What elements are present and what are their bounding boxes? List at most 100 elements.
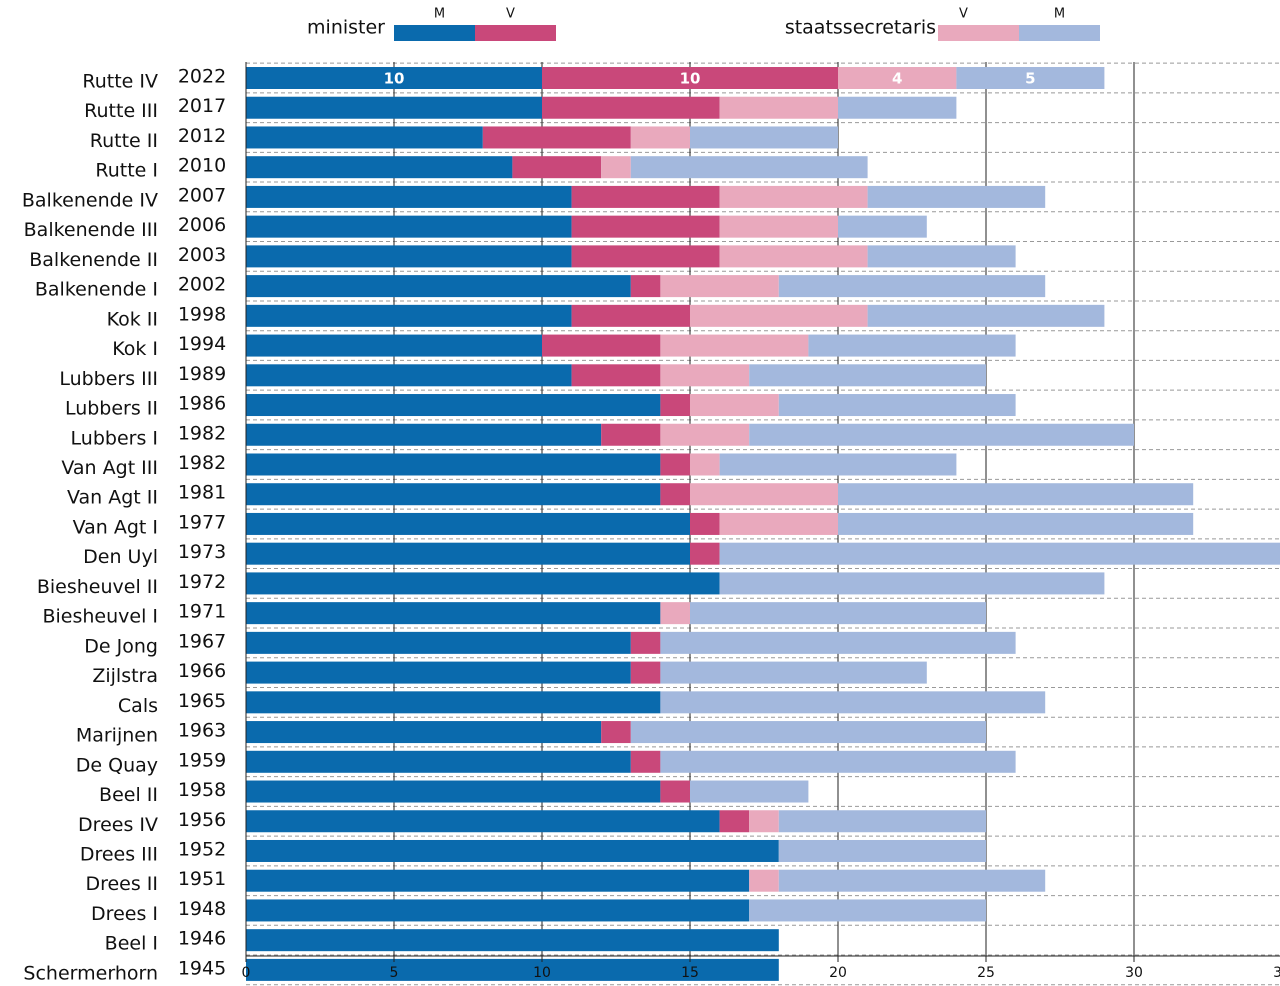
x-tick-label: 20 [829,965,847,981]
year-label: 1998 [178,303,226,325]
bar-segment [720,245,868,267]
year-label: 1967 [178,630,226,652]
bar-segment [660,453,690,475]
bar-segment [246,394,660,416]
bar-segment [246,216,572,238]
x-tick-label: 0 [242,965,251,981]
bar-segment [660,662,926,684]
year-label: 1982 [178,422,226,444]
bar-segment [572,216,720,238]
bar-segment [631,275,661,297]
year-label: 1971 [178,601,226,623]
category-label: Rutte II [90,130,158,152]
bar-segment [542,335,660,357]
bar-segment [660,632,1015,654]
category-label: Lubbers III [59,368,158,390]
bar-segment [660,424,749,446]
category-label: Van Agt II [67,487,158,509]
bar-segment [749,899,986,921]
bar-segment [631,721,986,743]
bar-segment [779,870,1045,892]
x-tick-label: 15 [681,965,699,981]
bar-segment [868,186,1046,208]
category-label: Biesheuvel II [37,576,158,598]
bar-segment [660,691,1045,713]
bar-segment [868,305,1105,327]
category-label: Drees III [80,843,158,865]
category-label: Biesheuvel I [42,606,158,628]
year-label: 1966 [178,660,226,682]
bar-segment [690,602,986,624]
bar-segment [631,156,868,178]
category-label: Rutte III [84,100,158,122]
bar-segment [660,275,778,297]
bar-segment [246,186,572,208]
year-label: 1972 [178,571,226,593]
bar-segment [720,216,838,238]
bar-segment [246,543,690,565]
x-tick-label: 5 [390,965,399,981]
chart: Rutte IV2022101045Rutte III2017Rutte II2… [0,0,1280,986]
bar-segment [246,364,572,386]
bar-segment [246,870,749,892]
bar-segment [660,483,690,505]
year-label: 2017 [178,95,226,117]
bar-segment [838,97,956,119]
year-label: 1959 [178,749,226,771]
bar-segment [749,364,986,386]
bar-segment [512,156,601,178]
legend-label: M [1054,7,1065,22]
year-label: 2002 [178,274,226,296]
bar-segment [779,840,986,862]
bar-segment [720,453,957,475]
x-tick-label: 25 [977,965,995,981]
category-label: De Quay [76,754,158,776]
bar-segment [690,781,808,803]
legend-label: M [434,7,445,22]
bar-segment [246,840,779,862]
bars [246,67,1280,981]
bar-segment [749,810,779,832]
category-label: Den Uyl [83,546,158,568]
year-label: 1945 [178,957,226,979]
value-label: 4 [892,70,902,88]
category-label: Balkenende II [29,249,158,271]
category-label: Kok I [112,338,158,360]
legend-group: staatssecretaris [785,17,936,39]
bar-segment [720,513,838,535]
bar-segment [246,335,542,357]
bar-segment [690,305,868,327]
bar-segment [572,245,720,267]
bar-segment [749,424,1134,446]
bar-segment [246,483,660,505]
bar-segment [572,305,690,327]
category-label: Lubbers I [71,427,158,449]
year-label: 2012 [178,125,226,147]
legend-swatch [938,25,1019,41]
bar-segment [660,394,690,416]
bar-segment [838,513,1193,535]
bar-segment [246,305,572,327]
bar-segment [690,543,720,565]
category-label: Drees I [91,903,158,925]
bar-segment [246,513,690,535]
year-label: 1982 [178,452,226,474]
year-label: 1981 [178,482,226,504]
category-label: Kok II [107,308,158,330]
category-label: Balkenende III [24,219,158,241]
bar-segment [246,810,720,832]
x-tick-label: 10 [533,965,551,981]
category-label: Rutte IV [82,71,158,93]
bar-segment [572,186,720,208]
bar-segment [838,483,1193,505]
category-label: Zijlstra [92,665,158,687]
category-label: Beel II [99,784,158,806]
bar-segment [572,364,661,386]
year-label: 1948 [178,898,226,920]
bar-segment [631,662,661,684]
bar-segment [246,245,572,267]
category-label: Cals [118,695,158,717]
category-label: Marijnen [76,725,158,747]
year-label: 1994 [178,333,226,355]
category-label: De Jong [84,635,158,657]
